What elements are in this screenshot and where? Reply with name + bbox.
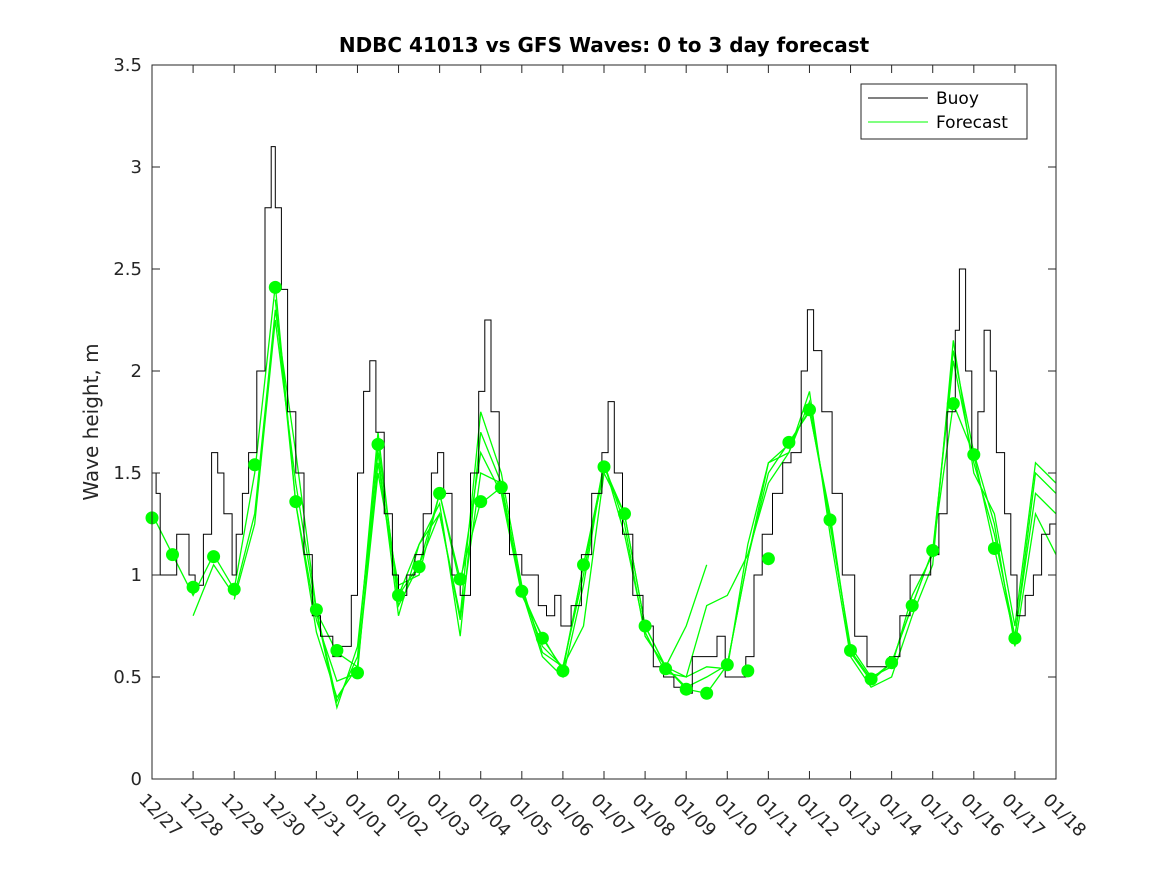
y-tick-label-5: 2.5 xyxy=(113,259,142,280)
forecast-marker-33 xyxy=(823,513,837,527)
forecast-marker-1 xyxy=(166,548,179,562)
y-tick-label-0: 0 xyxy=(131,769,142,790)
y-tick-label-1: 0.5 xyxy=(113,667,142,688)
legend: Buoy Forecast xyxy=(860,83,1028,140)
forecast-marker-40 xyxy=(967,448,981,462)
y-ticks-group: 0 0.5 1 1.5 2 2.5 3 3.5 xyxy=(113,55,1056,790)
y-tick-label-3: 1.5 xyxy=(113,463,142,484)
forecast-marker-35 xyxy=(864,672,878,686)
forecast-markers-group xyxy=(145,280,1022,700)
y-tick-label-7: 3.5 xyxy=(113,55,142,76)
forecast-marker-27 xyxy=(700,686,714,700)
plot-area xyxy=(152,65,1056,779)
y-axis-label: Wave height, m xyxy=(79,343,103,500)
buoy-line xyxy=(152,146,1056,694)
forecast-marker-39 xyxy=(946,397,960,411)
legend-box xyxy=(860,83,1028,140)
forecast-marker-2 xyxy=(186,580,200,594)
forecast-marker-34 xyxy=(844,644,857,657)
y-tick-label-2: 1 xyxy=(131,565,142,586)
forecast-marker-29 xyxy=(741,664,755,678)
legend-buoy-label: Buoy xyxy=(936,89,979,109)
y-tick-label-6: 3 xyxy=(131,157,142,178)
forecast-marker-31 xyxy=(782,435,796,449)
forecast-marker-26 xyxy=(679,682,693,696)
forecast-marker-23 xyxy=(618,507,631,521)
forecast-marker-36 xyxy=(885,656,899,670)
forecast-marker-20 xyxy=(556,664,570,678)
forecast-marker-3 xyxy=(207,550,221,564)
forecast-marker-6 xyxy=(268,280,282,294)
forecast-marker-12 xyxy=(392,588,405,602)
forecast-marker-22 xyxy=(597,460,611,474)
forecast-marker-28 xyxy=(720,658,734,672)
forecast-marker-42 xyxy=(1008,631,1022,645)
legend-forecast-label: Forecast xyxy=(936,113,1008,133)
forecast-marker-10 xyxy=(351,666,364,680)
y-tick-label-4: 2 xyxy=(131,361,142,382)
forecast-marker-37 xyxy=(905,599,919,613)
buoy-series-group xyxy=(152,146,1056,694)
forecast-marker-11 xyxy=(371,437,385,451)
chart-title: NDBC 41013 vs GFS Waves: 0 to 3 day fore… xyxy=(339,33,870,57)
forecast-marker-8 xyxy=(309,603,323,617)
forecast-marker-32 xyxy=(803,403,816,417)
forecast-marker-18 xyxy=(515,584,529,598)
forecast-marker-14 xyxy=(433,486,447,500)
forecast-marker-30 xyxy=(761,552,775,566)
forecast-marker-24 xyxy=(638,619,652,633)
forecast-marker-21 xyxy=(577,558,590,572)
forecast-marker-19 xyxy=(535,631,549,645)
forecast-marker-38 xyxy=(926,544,940,557)
forecast-line-0 xyxy=(152,285,482,682)
forecast-marker-13 xyxy=(412,560,426,574)
forecast-line-5 xyxy=(480,401,1056,695)
forecast-marker-25 xyxy=(659,662,673,676)
forecast-marker-41 xyxy=(987,542,1001,555)
forecast-marker-15 xyxy=(453,572,467,586)
forecast-marker-7 xyxy=(289,495,303,509)
forecast-marker-17 xyxy=(494,480,508,494)
forecast-marker-5 xyxy=(248,458,262,472)
forecast-marker-16 xyxy=(474,495,488,509)
forecast-marker-4 xyxy=(227,582,241,596)
forecast-marker-9 xyxy=(330,644,344,657)
